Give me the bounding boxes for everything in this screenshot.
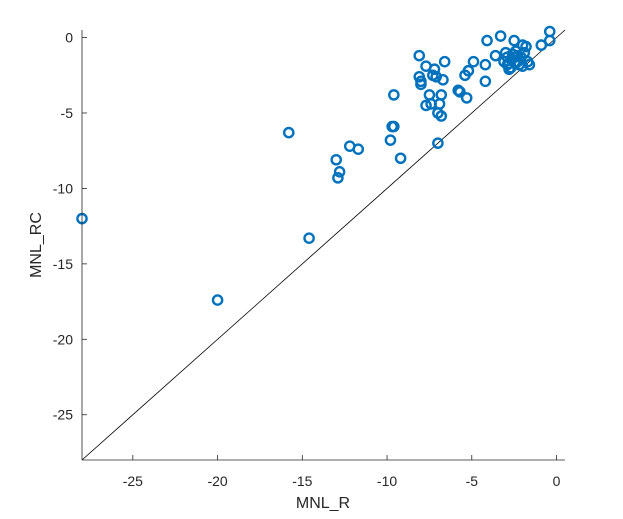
y-tick-label: -5 — [61, 105, 74, 121]
y-axis: 0 -5 -10 -15 -20 -25 MNL_RC — [28, 30, 87, 460]
y-tick-label: -15 — [53, 256, 73, 272]
data-point — [211, 294, 224, 306]
x-axis-ticks: -25 -20 -15 -10 -5 0 — [123, 455, 561, 489]
x-tick-label: 0 — [553, 473, 561, 489]
x-axis-label: MNL_R — [296, 495, 350, 512]
data-point — [467, 55, 480, 68]
y-tick-label: -25 — [53, 407, 73, 423]
data-point — [330, 153, 343, 166]
plot-area — [76, 25, 566, 461]
y-tick-label: 0 — [65, 30, 73, 46]
data-point — [523, 58, 536, 71]
data-point — [535, 39, 548, 51]
data-point — [479, 58, 492, 71]
identity-reference-line — [81, 29, 566, 461]
y-tick-label: -10 — [53, 180, 73, 196]
data-point — [437, 73, 449, 86]
y-tick-label: -20 — [53, 331, 73, 347]
data-point — [394, 152, 407, 165]
data-point — [352, 143, 365, 155]
x-tick-label: -25 — [123, 473, 143, 489]
x-tick-label: -20 — [207, 473, 227, 489]
data-point — [420, 99, 432, 112]
data-point — [435, 89, 448, 101]
data-point — [388, 120, 400, 133]
data-point — [333, 166, 346, 178]
x-axis: -25 -20 -15 -10 -5 0 MNL_R — [82, 455, 565, 512]
data-point — [494, 30, 507, 42]
data-point — [520, 40, 532, 53]
data-point — [454, 86, 466, 98]
data-point — [388, 89, 400, 101]
x-tick-label: -15 — [292, 473, 312, 489]
data-point — [413, 49, 426, 62]
data-point — [460, 92, 473, 104]
data-point — [503, 63, 515, 76]
data-point — [432, 137, 444, 149]
data-point — [384, 134, 397, 146]
data-point — [282, 126, 295, 139]
data-point — [543, 25, 556, 38]
data-point — [508, 34, 520, 47]
data-point — [479, 75, 492, 88]
data-point — [428, 63, 441, 76]
data-point — [303, 232, 315, 245]
data-point — [481, 34, 493, 47]
data-point — [489, 49, 502, 62]
x-tick-label: -10 — [377, 473, 397, 489]
data-point — [415, 75, 427, 88]
data-point — [462, 64, 475, 77]
y-axis-label: MNL_RC — [28, 212, 45, 278]
data-point — [332, 172, 344, 184]
data-point — [435, 110, 448, 122]
data-point — [438, 55, 451, 68]
y-axis-ticks: 0 -5 -10 -15 -20 -25 — [53, 30, 87, 423]
data-point — [452, 84, 465, 97]
x-tick-label: -5 — [466, 473, 479, 489]
